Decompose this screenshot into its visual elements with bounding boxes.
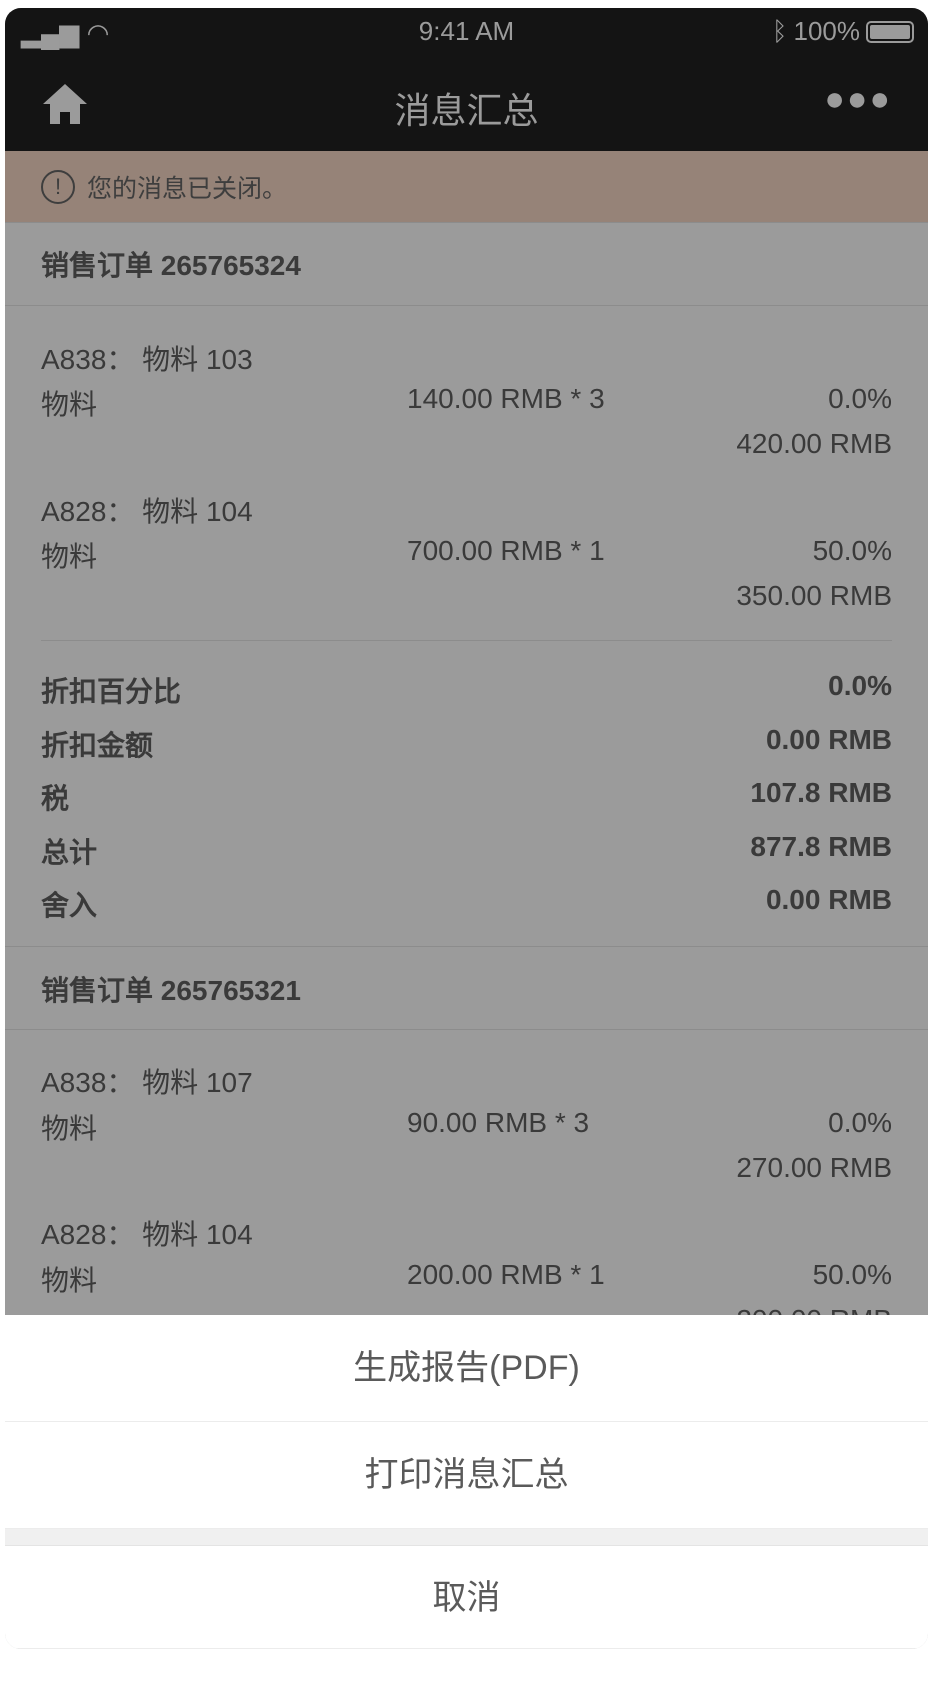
status-time: 9:41 AM (418, 16, 515, 46)
home-icon[interactable] (41, 82, 89, 131)
summary-value: 107.8 RMB (750, 777, 892, 808)
order-header[interactable] (5, 946, 928, 1030)
item-discount: 50.0% (812, 1259, 892, 1290)
generate-pdf-button[interactable]: 生成报告(PDF) (5, 1315, 928, 1422)
item-type: 物料 (41, 541, 98, 572)
phone-screen: ▂▄▆ ◠ 9:41 AM ᛒ 100% 消息汇总 ●●● ! 您的消息已关闭。 … (5, 8, 928, 1649)
cancel-button[interactable]: 取消 (5, 1545, 928, 1649)
more-icon[interactable]: ●●● (824, 80, 892, 118)
order-title: 销售订单 265765321 (41, 975, 301, 1006)
item-name: A828： 物料 104 (41, 496, 253, 527)
battery-icon (866, 20, 914, 43)
item-discount: 50.0% (812, 535, 892, 566)
item-amount: 420.00 RMB (736, 428, 892, 459)
item-type: 物料 (41, 1113, 98, 1144)
status-bar: ▂▄▆ ◠ 9:41 AM ᛒ 100% (5, 8, 928, 54)
item-type: 物料 (41, 1265, 98, 1296)
banner-text: 您的消息已关闭。 (87, 174, 288, 203)
order-header[interactable] (5, 222, 928, 306)
item-price: 200.00 RMB * 1 (407, 1259, 605, 1290)
bluetooth-icon: ᛒ (771, 16, 788, 46)
summary-label: 税 (41, 783, 70, 814)
summary-label: 舍入 (41, 890, 98, 921)
summary-label: 折扣百分比 (41, 676, 182, 707)
signal-icon: ▂▄▆ ◠ (21, 18, 110, 48)
summary-value: 0.0% (828, 670, 892, 701)
notice-banner: ! 您的消息已关闭。 (5, 151, 928, 222)
print-summary-button[interactable]: 打印消息汇总 (5, 1422, 928, 1529)
summary-label: 总计 (41, 837, 98, 868)
item-amount: 270.00 RMB (736, 1152, 892, 1183)
item-name: A838： 物料 103 (41, 344, 253, 375)
summary-value: 0.00 RMB (765, 884, 892, 915)
summary-value: 877.8 RMB (750, 831, 892, 862)
item-discount: 0.0% (828, 1107, 892, 1138)
summary-label: 折扣金额 (41, 730, 154, 761)
item-price: 140.00 RMB * 3 (407, 383, 605, 414)
page-title: 消息汇总 (394, 90, 539, 131)
order-title: 销售订单 265765324 (41, 250, 301, 281)
battery-percent: 100% (793, 16, 861, 46)
summary-value: 0.00 RMB (765, 724, 892, 755)
item-amount: 350.00 RMB (736, 580, 892, 611)
divider (41, 640, 892, 641)
item-discount: 0.0% (828, 383, 892, 414)
nav-bar: 消息汇总 ●●● (5, 54, 928, 151)
info-icon: ! (41, 169, 75, 204)
action-sheet: 生成报告(PDF) 打印消息汇总 取消 (5, 1315, 928, 1649)
item-price: 90.00 RMB * 3 (407, 1107, 590, 1138)
item-name: A828： 物料 104 (41, 1219, 253, 1250)
item-type: 物料 (41, 389, 98, 420)
item-name: A838： 物料 107 (41, 1067, 253, 1098)
item-price: 700.00 RMB * 1 (407, 535, 605, 566)
